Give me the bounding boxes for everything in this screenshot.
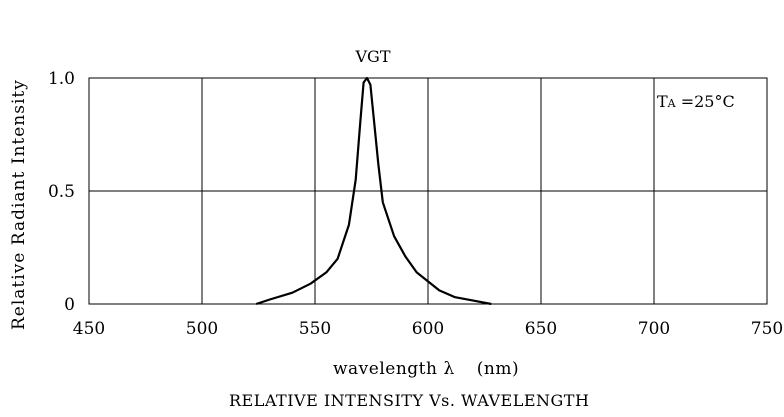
x-tick-label: 500 (186, 319, 218, 339)
grid (89, 78, 767, 304)
y-axis-label: Relative Radiant Intensity (9, 79, 29, 330)
annotation-temperature: TA =25°C (657, 92, 735, 111)
x-tick-label: 750 (751, 319, 783, 339)
series-label: VGT (354, 47, 390, 66)
y-tick-label: 0.5 (48, 182, 75, 202)
y-tick-labels: 0 0.5 1.0 (48, 69, 75, 315)
plot-frame (88, 77, 768, 305)
series-line-vgt (255, 76, 492, 306)
x-tick-label: 700 (638, 319, 670, 339)
chart-title: RELATIVE INTENSITY Vs. WAVELENGTH (229, 391, 589, 410)
x-axis-label: wavelength λ (nm) (333, 359, 519, 379)
y-tick-label: 1.0 (48, 69, 75, 89)
x-tick-label: 550 (299, 319, 331, 339)
x-tick-label: 650 (525, 319, 557, 339)
x-tick-labels: 450 500 550 600 650 700 750 (73, 319, 783, 339)
y-tick-label: 0 (64, 295, 75, 315)
x-tick-label: 600 (412, 319, 444, 339)
x-tick-label: 450 (73, 319, 105, 339)
